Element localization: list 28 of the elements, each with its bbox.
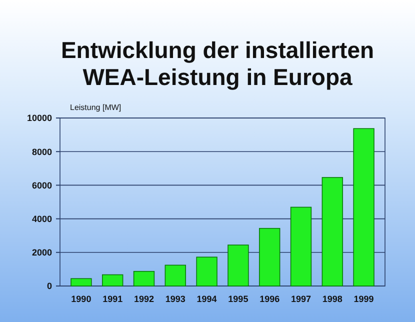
y-tick-label: 0 (46, 281, 52, 292)
x-tick-label: 1991 (102, 294, 123, 304)
chart-title: Entwicklung der installierten WEA-Leistung in Europa (60, 37, 374, 90)
x-tick-label: 1994 (196, 294, 217, 304)
bar (353, 128, 374, 286)
y-tick-label: 6000 (32, 180, 52, 190)
bar (258, 228, 280, 286)
x-tick-label: 1992 (134, 294, 154, 304)
x-tick-label: 1997 (290, 294, 312, 304)
bar (322, 177, 344, 286)
bar (196, 256, 218, 286)
y-tick-label: 8000 (32, 146, 52, 157)
x-tick-label: 1993 (165, 294, 186, 304)
bar (164, 264, 186, 286)
x-tick-label: 1990 (71, 294, 92, 304)
bar (228, 244, 249, 286)
y-tick-label: 4000 (32, 214, 52, 224)
x-tick-label: 1999 (354, 294, 374, 304)
x-tick-label: 1998 (322, 294, 342, 304)
bar (133, 270, 155, 286)
bar (290, 206, 312, 286)
y-tick-label: 10000 (26, 113, 52, 124)
x-tick-label: 1996 (260, 294, 280, 304)
bar (102, 274, 124, 286)
y-axis-title: Leistung [MW] (70, 103, 122, 112)
bar (70, 278, 92, 286)
y-tick-label: 2000 (32, 248, 52, 258)
x-tick-label: 1995 (228, 294, 248, 304)
